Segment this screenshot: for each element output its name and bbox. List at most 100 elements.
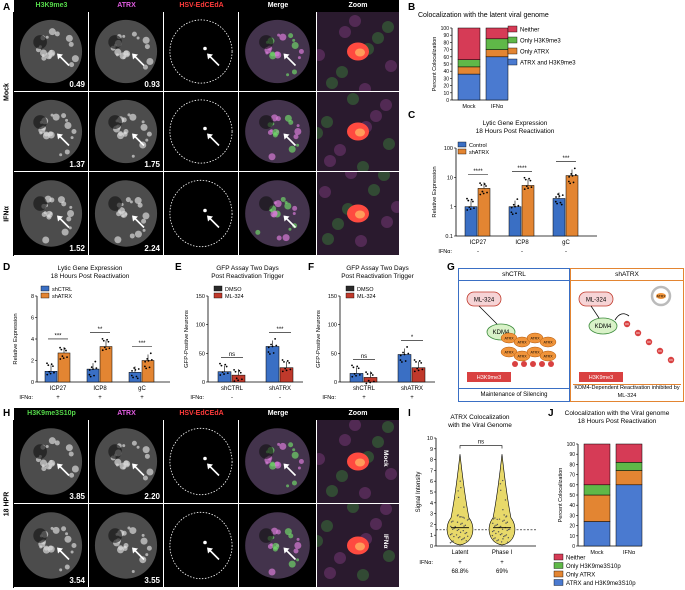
chromatin-speckle <box>39 459 47 467</box>
data-point <box>288 361 291 364</box>
chromatin-speckle <box>268 568 276 576</box>
data-point <box>502 509 504 511</box>
atrx-label: ATRX <box>517 355 527 359</box>
data-point <box>530 186 533 189</box>
data-point <box>220 364 223 367</box>
chromatin-speckle <box>279 33 287 41</box>
arrow-head-icon <box>283 547 290 554</box>
intensity-value: 3.55 <box>144 576 160 585</box>
zoom-row-label: IFNα <box>382 534 389 549</box>
zoom-speckle <box>324 567 336 579</box>
ifn-value: + <box>140 395 144 401</box>
data-point <box>365 382 368 385</box>
data-point <box>226 372 229 375</box>
y-tick-label: 70 <box>569 473 575 479</box>
y-tick-label: 20 <box>569 524 575 530</box>
chromatin-speckle <box>61 526 67 532</box>
data-point <box>459 536 461 538</box>
data-point <box>457 496 460 499</box>
chromatin-speckle <box>61 201 67 207</box>
data-point <box>353 372 356 375</box>
chromatin-speckle <box>45 445 49 449</box>
bar <box>141 360 155 383</box>
data-point <box>150 358 153 361</box>
legend-label: shCTRL <box>52 287 72 293</box>
chromatin-speckle <box>294 128 302 135</box>
chart-c: 0.1 1 10 100 Relative Expression **** ICP27 - **… <box>432 141 597 255</box>
data-point <box>88 369 91 371</box>
header-edc-h: HSV-EdCEdA <box>164 408 239 420</box>
degraded-atrx-ring <box>650 285 672 307</box>
chromatin-speckle <box>140 537 148 545</box>
legend-swatch <box>553 562 564 569</box>
data-point <box>92 368 94 370</box>
chromatin-speckle <box>134 197 142 205</box>
data-point <box>470 198 473 201</box>
data-point <box>355 374 357 377</box>
mock-row-atrx-tile: 2.20 <box>89 420 163 503</box>
chromatin-speckle <box>292 205 298 211</box>
panel-h-header-bar: H3K9me3S10p ATRX HSV-EdCEdA Merge Zoom <box>14 408 399 420</box>
chromatin-speckle <box>146 468 154 476</box>
data-point <box>107 340 110 343</box>
panel-letter-j: J <box>548 408 554 419</box>
intensity-value: 0.49 <box>69 80 85 89</box>
data-point <box>106 338 109 341</box>
chromatin-speckle <box>270 129 274 133</box>
data-point <box>501 533 503 535</box>
y-axis-label: Percent Colocalization <box>558 468 564 523</box>
zoom-speckle <box>339 434 351 446</box>
chromatin-speckle <box>65 118 69 122</box>
percent-label: 68.8% <box>451 569 469 575</box>
bar-segment <box>485 38 509 50</box>
y-tick-label: 60 <box>569 483 575 489</box>
data-point <box>467 199 470 202</box>
data-point <box>452 540 454 542</box>
chromatin-speckle <box>288 33 294 39</box>
ifna-row-zoom-tile <box>317 504 399 587</box>
zoom-speckle <box>339 26 351 38</box>
violin-Phase I <box>488 454 516 546</box>
chromatin-speckle <box>270 461 276 467</box>
atrx-label: ATRX <box>517 341 527 345</box>
nucleolus <box>108 35 122 49</box>
y-tick-label: 0 <box>446 98 449 104</box>
chromatin-speckle <box>69 472 75 478</box>
data-point <box>504 499 507 501</box>
data-point <box>135 375 138 378</box>
zoom-speckle <box>372 436 384 448</box>
chromatin-speckle <box>131 440 137 446</box>
intensity-value: 1.37 <box>69 160 85 169</box>
data-point <box>105 348 107 351</box>
atrx-protein <box>656 293 666 299</box>
data-point <box>133 367 136 369</box>
data-point <box>499 483 502 485</box>
data-point <box>494 525 496 527</box>
ifn-value: + <box>362 395 366 401</box>
header-edc: HSV-EdCEdA <box>164 0 239 12</box>
chromatin-speckle <box>144 453 150 459</box>
data-point <box>145 367 148 370</box>
ifn-value: + <box>56 395 60 401</box>
data-point <box>413 370 416 373</box>
zoom-speckle <box>322 233 334 245</box>
chromatin-speckle <box>284 202 292 210</box>
data-point <box>416 367 419 370</box>
x-tick-label: Mock <box>590 550 603 556</box>
y-tick-label: 1 <box>430 533 433 539</box>
chromatin-speckle <box>118 131 124 137</box>
data-point <box>46 362 48 365</box>
chromatin-speckle <box>145 553 149 557</box>
data-point <box>515 212 517 215</box>
zoom-speckle <box>336 470 348 482</box>
x-tick-label: IFNα <box>491 104 504 110</box>
data-point <box>456 529 459 532</box>
x-tick-label: shATRX <box>401 386 423 392</box>
chromatin-speckle <box>54 31 60 37</box>
y-axis-label: Percent Colocalization <box>432 37 438 92</box>
x-tick-label: shCTRL <box>221 386 244 392</box>
chromatin-speckle <box>144 44 150 50</box>
data-point <box>525 185 528 188</box>
y-tick-label: 80 <box>443 40 449 46</box>
data-point <box>460 486 462 489</box>
